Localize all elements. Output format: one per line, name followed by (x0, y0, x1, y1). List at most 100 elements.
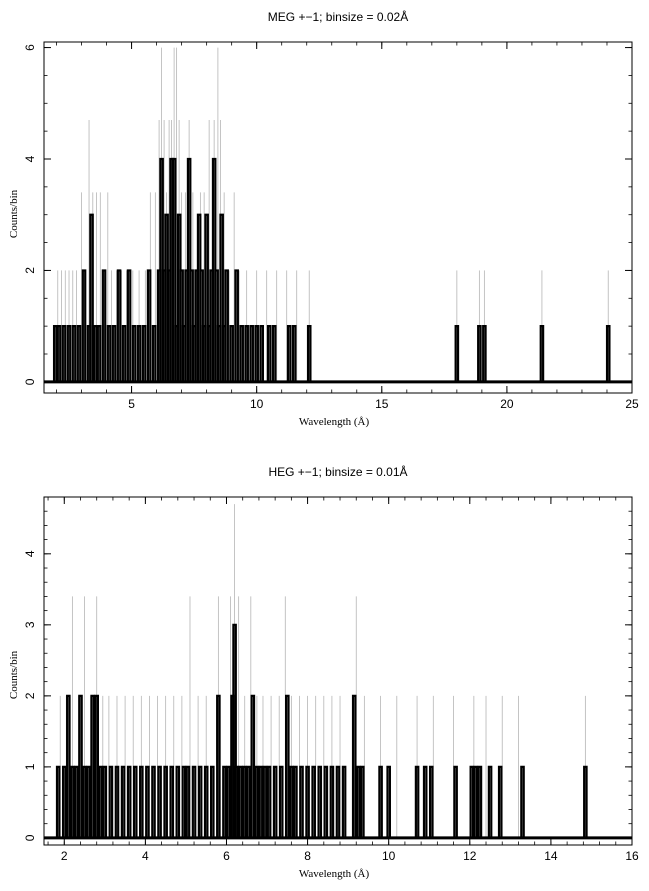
x-tick-label: 25 (625, 397, 639, 411)
black-series (44, 157, 632, 384)
histogram-bin (61, 325, 67, 382)
histogram-bin (539, 325, 545, 382)
histogram-bin (266, 765, 272, 838)
histogram-bin (341, 765, 347, 838)
histogram-bin (216, 694, 221, 838)
histogram-bin (52, 325, 58, 382)
histogram-bin (98, 765, 104, 838)
histogram-bin (266, 325, 272, 382)
histogram-bin (291, 325, 297, 382)
grey-series (59, 504, 586, 838)
histogram-bin (114, 765, 120, 838)
histogram-bin (121, 325, 127, 382)
heg-panel: HEG +−1; binsize = 0.01Å 2 4 6 8 10 12 14 16012… (8, 464, 639, 880)
histogram-bin (477, 325, 482, 382)
plot-frame (43, 496, 633, 846)
y-tick-label: 4 (23, 550, 37, 557)
histogram-bin (204, 213, 209, 382)
x-tick-label: 8 (304, 849, 311, 863)
histogram-bin (351, 694, 357, 838)
histogram-bin (238, 765, 243, 838)
histogram-bin (246, 765, 252, 838)
chart-title: MEG +−1; binsize = 0.02Å (268, 9, 408, 24)
histogram-bin (317, 765, 323, 838)
histogram-bin (286, 325, 292, 382)
histogram-bin (89, 213, 94, 382)
histogram-bin (151, 325, 157, 382)
histogram-bin (482, 325, 487, 382)
y-tick-label: 0 (23, 834, 37, 841)
histogram-bin (76, 325, 82, 382)
histogram-bin (82, 765, 87, 838)
meg-panel: MEG +−1; binsize = 0.02Å 5 10 15 20 25 0 2 4 6 W… (8, 9, 639, 428)
histogram-bin (151, 765, 156, 838)
histogram-bin (360, 765, 365, 838)
histogram-bin (209, 765, 215, 838)
histogram-bin (163, 765, 168, 838)
histogram-bin (414, 765, 420, 838)
histogram-bin (171, 157, 177, 382)
histogram-bin (293, 765, 298, 838)
histogram-bin (55, 765, 61, 838)
histogram-bin (226, 765, 231, 838)
histogram-bin (258, 765, 264, 838)
histogram-bin (271, 325, 277, 382)
histogram-bin (66, 325, 72, 382)
histogram-bin (126, 765, 132, 838)
histogram-bin (583, 765, 588, 838)
histogram-bin (219, 213, 224, 382)
histogram-bin (262, 765, 268, 838)
histogram-bin (453, 765, 458, 838)
x-tick-label: 16 (625, 849, 639, 863)
histogram-bin (259, 325, 264, 382)
x-tick-label: 10 (382, 849, 396, 863)
histogram-bin (197, 765, 203, 838)
histogram-bin (139, 765, 144, 838)
histogram-bin (92, 325, 98, 382)
histogram-bin (329, 765, 335, 838)
histogram-bin (250, 694, 256, 838)
histogram-bin (191, 765, 197, 838)
histogram-bin (244, 325, 249, 382)
x-tick-label: 20 (500, 397, 514, 411)
x-axis-label: Wavelength (Å) (299, 868, 370, 880)
histogram-bin (311, 765, 316, 838)
y-tick-label: 4 (23, 155, 37, 162)
histogram-bin (469, 765, 475, 838)
x-tick-label: 10 (250, 397, 264, 411)
y-axis-label: Counts/bin (8, 189, 20, 238)
histogram-bin (222, 765, 227, 838)
histogram-bin (132, 765, 138, 838)
histogram-bin (278, 765, 284, 838)
histogram-bin (239, 325, 244, 382)
x-tick-label: 15 (375, 397, 389, 411)
histogram-bin (454, 325, 460, 382)
histogram-bin (254, 765, 260, 838)
histogram-bin (78, 694, 83, 838)
histogram-bin (605, 325, 611, 382)
y-tick-label: 3 (23, 621, 37, 628)
histogram-bin (74, 765, 79, 838)
histogram-bin (254, 325, 259, 382)
histogram-bin (169, 765, 175, 838)
y-tick-label: 2 (23, 692, 37, 699)
histogram-bin (306, 325, 312, 382)
histogram-bin (355, 765, 361, 838)
histogram-bin (86, 765, 91, 838)
histogram-bin (66, 694, 71, 838)
histogram-bin (146, 269, 152, 382)
histogram-bin (477, 765, 483, 838)
y-tick-label: 2 (23, 267, 37, 274)
histogram-bin (70, 765, 75, 838)
axis-ticks: 5 10 15 20 25 0 2 4 6 (23, 42, 639, 411)
x-tick-label: 12 (463, 849, 477, 863)
histogram-bin (422, 765, 428, 838)
histogram-bin (108, 765, 114, 838)
histogram-bin (272, 765, 278, 838)
histogram-bin (96, 325, 102, 382)
y-tick-label: 0 (23, 378, 37, 385)
histogram-bin (181, 765, 187, 838)
histogram-bin (224, 269, 229, 382)
histogram-bin (101, 269, 107, 382)
